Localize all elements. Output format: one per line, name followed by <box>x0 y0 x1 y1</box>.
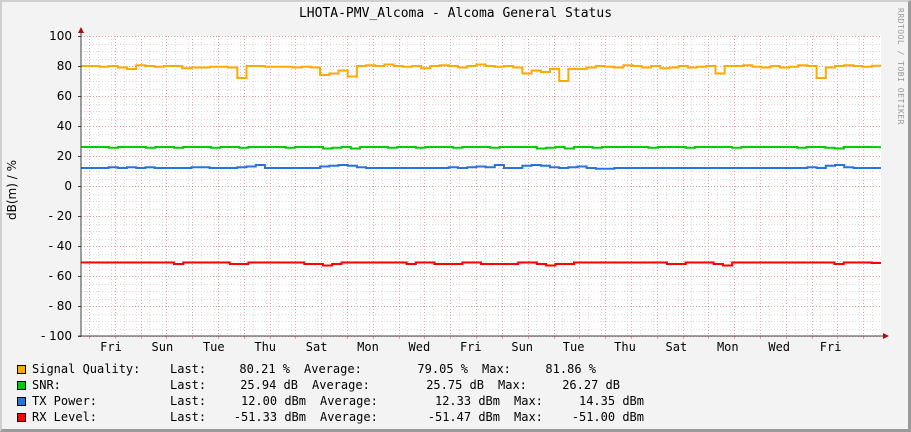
major-grid <box>78 36 881 339</box>
legend-swatch-signal-quality <box>17 364 26 374</box>
x-tick-label: Sun <box>511 340 533 354</box>
series-line-signal-quality <box>81 63 881 82</box>
legend-swatch-rx-level <box>17 412 26 422</box>
y-tick-label: - 60 <box>49 269 72 283</box>
legend: Signal Quality: Last: 80.21 % Average: 7… <box>17 361 644 425</box>
y-tick-label: 100 <box>49 29 72 43</box>
x-tick-label: Sun <box>152 340 174 354</box>
x-tick-label: Tue <box>563 340 585 354</box>
x-tick-label: Thu <box>254 340 276 354</box>
y-tick-label: 80 <box>57 59 72 73</box>
x-tick-label: Mon <box>357 340 379 354</box>
legend-name: Signal Quality: <box>32 362 141 376</box>
y-tick-label: 40 <box>57 119 72 133</box>
legend-row-signal-quality: Signal Quality: Last: 80.21 % Average: 7… <box>17 361 644 377</box>
series-line-tx-power <box>81 164 881 170</box>
legend-average-value: 25.75 dB <box>426 378 484 392</box>
x-tick-label: Fri <box>460 340 482 354</box>
x-tick-label: Thu <box>614 340 636 354</box>
legend-swatch-tx-power <box>17 396 26 406</box>
legend-max-label: Max: <box>482 362 511 376</box>
x-tick-label: Sat <box>306 340 328 354</box>
legend-last-label: Last: <box>170 410 207 424</box>
legend-max-value: -51.00 dBm <box>571 410 644 424</box>
y-tick-label: - 40 <box>49 239 72 253</box>
y-tick-label: 20 <box>57 149 72 163</box>
legend-row-rx-level: RX Level: Last: -51.33 dBm Average: -51.… <box>17 409 644 425</box>
legend-last-value: 12.00 dBm <box>240 394 306 408</box>
series-layer <box>81 63 881 267</box>
legend-last-value: 80.21 % <box>239 362 290 376</box>
legend-average-label: Average: <box>320 394 378 408</box>
y-tick-label: - 80 <box>49 299 72 313</box>
y-tick-label: - 20 <box>49 209 72 223</box>
x-tick-label: Tue <box>203 340 225 354</box>
rrdtool-watermark: RRDTOOL / TOBI OETIKER <box>896 8 905 125</box>
x-tick-label: Wed <box>409 340 431 354</box>
y-axis-arrow-icon <box>78 27 84 33</box>
x-axis-arrow-icon <box>883 333 889 339</box>
legend-max-value: 14.35 dBm <box>578 394 644 408</box>
legend-average-value: -51.47 dBm <box>427 410 500 424</box>
legend-row-snr: SNR: Last: 25.94 dB Average: 25.75 dB Ma… <box>17 377 644 393</box>
x-tick-labels: Fri Sun Tue Thu Sat Mon Wed Fri Sun Tue Thu Sat Mon W… <box>100 340 841 354</box>
x-tick-label: Wed <box>768 340 790 354</box>
legend-row-tx-power: TX Power: Last: 12.00 dBm Average: 12.33… <box>17 393 644 409</box>
legend-average-label: Average: <box>320 410 378 424</box>
legend-name: SNR: <box>32 378 61 392</box>
legend-last-label: Last: <box>170 394 207 408</box>
legend-average-label: Average: <box>304 362 362 376</box>
legend-max-value: 81.86 % <box>545 362 596 376</box>
series-line-rx-level <box>81 261 881 267</box>
legend-average-value: 79.05 % <box>417 362 468 376</box>
legend-last-label: Last: <box>170 378 207 392</box>
x-tick-label: Fri <box>100 340 122 354</box>
legend-name: TX Power: <box>32 394 98 408</box>
legend-max-value: 26.27 dB <box>562 378 620 392</box>
legend-name: RX Level: <box>32 410 98 424</box>
legend-max-label: Max: <box>514 394 543 408</box>
legend-last-label: Last: <box>170 362 207 376</box>
x-tick-label: Fri <box>820 340 842 354</box>
y-tick-labels: 100 80 60 40 20 0 - 20 - 40 - 60 - 80 - 100 <box>41 29 72 343</box>
axes <box>78 27 889 339</box>
x-tick-label: Sat <box>666 340 688 354</box>
y-tick-label: - 100 <box>41 329 72 343</box>
legend-last-value: -51.33 dBm <box>233 410 306 424</box>
legend-average-value: 12.33 dBm <box>434 394 500 408</box>
chart-canvas: 100 80 60 40 20 0 - 20 - 40 - 60 - 80 - 100 Fri Sun… <box>41 27 889 354</box>
legend-last-value: 25.94 dB <box>240 378 298 392</box>
legend-max-label: Max: <box>514 410 543 424</box>
series-line-snr <box>81 146 881 150</box>
legend-swatch-snr <box>17 380 26 390</box>
x-tick-label: Mon <box>717 340 739 354</box>
legend-average-label: Average: <box>312 378 370 392</box>
chart-title: LHOTA-PMV_Alcoma - Alcoma General Status <box>298 6 613 21</box>
y-tick-label: 0 <box>64 179 72 193</box>
legend-max-label: Max: <box>498 378 527 392</box>
y-tick-label: 60 <box>57 89 72 103</box>
